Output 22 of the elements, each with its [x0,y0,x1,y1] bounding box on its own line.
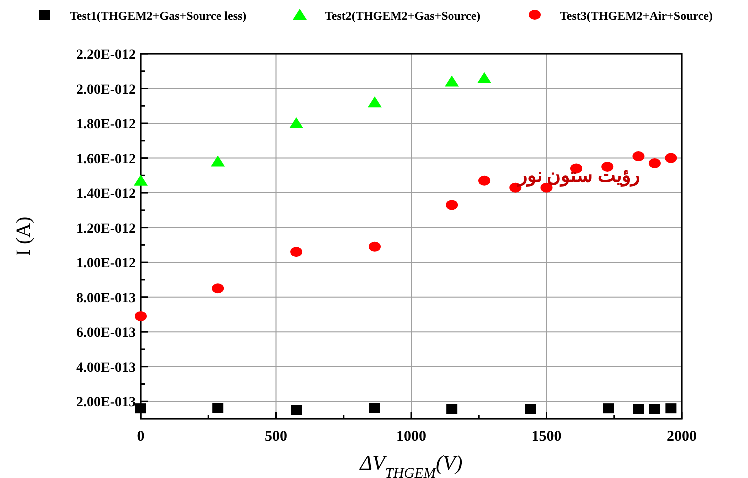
x-tick-label: 1000 [396,429,426,445]
legend-label: Test2(THGEM2+Gas+Source) [325,9,481,23]
x-tick-label: 1500 [532,429,562,445]
y-tick-label: 6.00E-013 [76,326,136,342]
y-tick-label: 1.60E-012 [76,152,136,168]
y-tick-label: 2.00E-012 [76,82,136,98]
annotation: رؤیت ستون نور [516,166,640,187]
legend-label: Test1(THGEM2+Gas+Source less) [70,9,247,23]
x-tick-label: 2000 [667,429,697,445]
y-tick-label: 1.20E-012 [76,222,136,237]
legend-label: Test3(THGEM2+Air+Source) [560,9,714,23]
x-tick-label: 500 [265,429,288,445]
y-axis-title: I (A) [13,216,35,256]
y-tick-label: 1.80E-012 [76,118,136,133]
y-tick-label: 1.00E-012 [76,256,136,272]
y-tick-label: 4.00E-013 [76,360,136,376]
x-axis-title: ΔV$_{THGEM}$(V) [359,451,463,478]
y-tick-label: 2.00E-013 [76,396,136,411]
x-tick-label: 0 [137,429,145,445]
y-tick-label: 1.40E-012 [76,187,136,202]
y-tick-label: 2.20E-012 [76,48,136,63]
y-tick-label: 8.00E-013 [76,291,136,306]
